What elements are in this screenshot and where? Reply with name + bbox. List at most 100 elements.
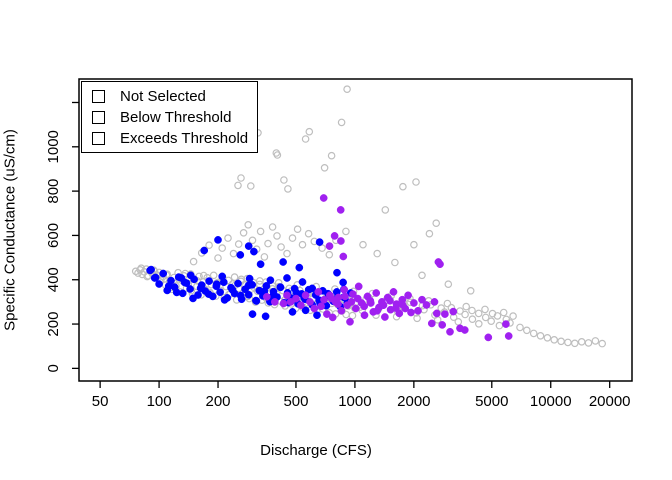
data-point-below-threshold (186, 271, 195, 280)
data-point-exceeds-threshold (389, 288, 398, 296)
data-point-exceeds-threshold (330, 232, 339, 240)
data-point-below-threshold (295, 263, 304, 272)
data-point-below-threshold (234, 279, 242, 288)
data-point-exceeds-threshold (360, 311, 369, 320)
data-point-below-threshold (218, 272, 227, 281)
data-point-not-selected (381, 206, 390, 214)
data-point-not-selected (412, 178, 420, 186)
data-point-not-selected (591, 337, 600, 345)
data-point-exceeds-threshold (292, 294, 300, 303)
data-point-exceeds-threshold (502, 320, 510, 328)
data-point-below-threshold (244, 290, 253, 299)
data-point-not-selected (598, 339, 607, 348)
data-point-below-threshold (313, 311, 321, 320)
data-point-not-selected (255, 277, 264, 285)
data-point-exceeds-threshold (354, 282, 363, 291)
data-point-exceeds-threshold (337, 306, 346, 315)
data-point-not-selected (410, 240, 418, 249)
y-tick-label: 0 (45, 364, 62, 372)
legend-label: Below Threshold (120, 108, 232, 126)
legend-item-below-threshold: Below Threshold (92, 109, 257, 126)
x-tick-label: 200 (206, 393, 231, 410)
data-point-exceeds-threshold (346, 317, 354, 326)
data-point-below-threshold (298, 278, 307, 286)
data-point-not-selected (143, 272, 152, 281)
y-tick-label: 600 (45, 223, 62, 248)
data-point-exceeds-threshold (449, 307, 458, 316)
data-point-not-selected (543, 333, 552, 342)
y-axis-title: Specific Conductance (uS/cm) (1, 129, 19, 331)
data-point-not-selected (499, 308, 508, 317)
data-point-not-selected (234, 181, 242, 190)
x-tick-label: 5000 (475, 393, 508, 410)
data-point-not-selected (304, 229, 313, 238)
data-point-not-selected (293, 225, 302, 234)
data-point-exceeds-threshold (314, 288, 323, 296)
data-point-not-selected (342, 227, 350, 236)
legend-item-not-selected: Not Selected (92, 88, 257, 105)
data-point-below-threshold (228, 286, 237, 294)
data-point-not-selected (256, 227, 265, 236)
data-point-not-selected (444, 280, 453, 289)
data-point-exceeds-threshold (410, 299, 418, 307)
data-point-not-selected (468, 306, 476, 315)
data-point-not-selected (327, 151, 336, 160)
data-point-below-threshold (315, 238, 324, 246)
data-point-not-selected (273, 151, 282, 159)
data-point-not-selected (570, 339, 579, 348)
data-point-below-threshold (248, 310, 257, 318)
data-point-not-selected (454, 317, 463, 326)
data-point-below-threshold (212, 280, 221, 289)
data-point-not-selected (359, 240, 367, 249)
data-point-exceeds-threshold (414, 306, 422, 315)
data-point-exceeds-threshold (372, 289, 381, 297)
data-point-not-selected (237, 174, 245, 182)
data-point-exceeds-threshold (334, 293, 343, 302)
data-point-below-threshold (159, 269, 168, 278)
data-point-exceeds-threshold (504, 332, 513, 340)
data-point-not-selected (264, 239, 272, 248)
data-point-below-threshold (256, 260, 265, 269)
data-point-exceeds-threshold (418, 295, 426, 304)
data-point-exceeds-threshold (373, 306, 382, 315)
data-point-not-selected (234, 240, 243, 248)
data-point-not-selected (516, 323, 524, 332)
data-point-exceeds-threshold (325, 242, 334, 250)
data-point-exceeds-threshold (407, 308, 415, 317)
data-point-below-threshold (214, 236, 222, 244)
data-point-not-selected (418, 271, 426, 280)
data-point-below-threshold (220, 296, 229, 304)
data-point-not-selected (230, 273, 239, 281)
data-point-below-threshold (279, 258, 287, 266)
data-point-not-selected (189, 257, 198, 266)
data-point-not-selected (487, 317, 496, 326)
data-point-exceeds-threshold (381, 313, 389, 321)
data-point-not-selected (536, 331, 545, 340)
data-point-not-selected (209, 271, 218, 280)
data-point-not-selected (481, 313, 490, 322)
data-point-not-selected (466, 286, 475, 295)
data-point-below-threshold (245, 274, 254, 283)
data-point-below-threshold (339, 278, 347, 287)
data-point-below-threshold (236, 291, 245, 300)
data-point-not-selected (325, 250, 334, 259)
data-point-exceeds-threshold (366, 299, 375, 307)
data-point-below-threshold (177, 274, 186, 282)
data-point-not-selected (348, 311, 357, 320)
data-point-not-selected (529, 329, 538, 338)
data-point-below-threshold (261, 312, 270, 321)
data-point-exceeds-threshold (360, 302, 369, 311)
data-point-not-selected (481, 305, 489, 314)
below-threshold-swatch-icon (92, 110, 105, 124)
data-point-exceeds-threshold (436, 260, 444, 269)
data-point-exceeds-threshold (301, 291, 310, 300)
data-point-not-selected (399, 182, 407, 191)
data-point-exceeds-threshold (379, 301, 388, 310)
data-point-below-threshold (301, 306, 310, 315)
data-point-not-selected (244, 221, 253, 229)
data-point-not-selected (277, 243, 285, 251)
y-tick-label: 200 (45, 312, 62, 337)
data-point-not-selected (509, 312, 517, 320)
data-point-not-selected (218, 244, 227, 252)
